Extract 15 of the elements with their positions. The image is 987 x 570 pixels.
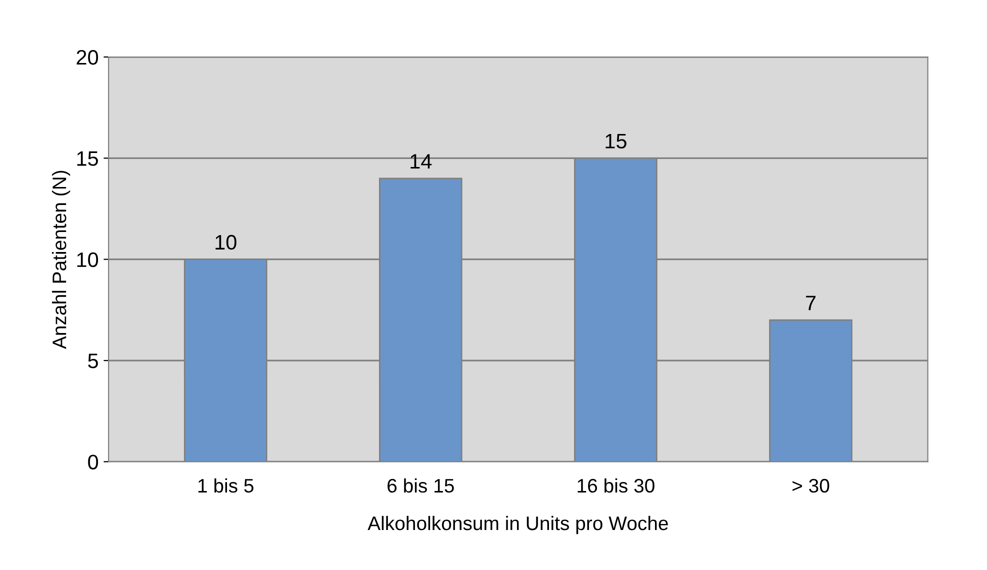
y-tick-label: 15 [77, 151, 98, 166]
y-tick-label: 10 [77, 252, 98, 268]
x-tick-label: > 30 [792, 478, 830, 493]
data-label: 15 [606, 134, 626, 148]
data-label: 14 [410, 154, 432, 169]
x-axis-title: Alkoholkonsum in Units pro Woche [368, 516, 668, 534]
y-tick-label: 5 [88, 354, 98, 368]
x-tick-label: 1 bis 5 [198, 478, 254, 493]
x-tick-label: 6 bis 15 [388, 478, 454, 493]
x-tick-label: 16 bis 30 [578, 478, 654, 493]
y-axis-title: Anzahl Patienten (N) [52, 170, 70, 350]
y-tick-label: 20 [76, 50, 98, 65]
y-tick-label: 0 [88, 454, 98, 470]
data-label: 7 [806, 296, 816, 310]
data-label: 10 [216, 234, 236, 250]
